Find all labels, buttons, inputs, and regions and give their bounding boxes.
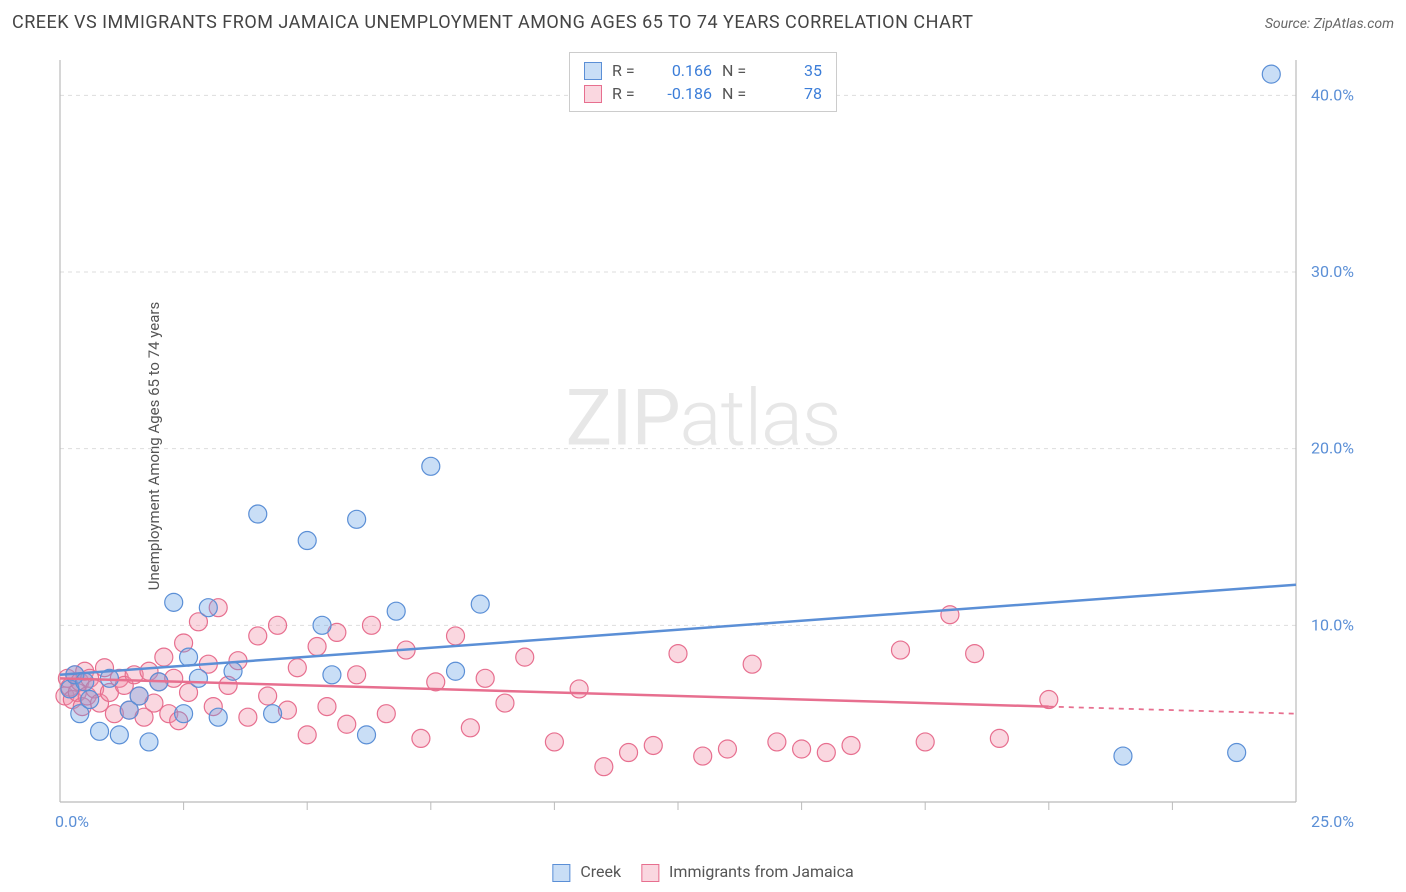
svg-text:25.0%: 25.0% [1311, 812, 1354, 831]
legend-label-jamaica: Immigrants from Jamaica [669, 862, 854, 881]
r-label: R = [612, 61, 642, 80]
scatter-plot-svg: 10.0% 20.0% 30.0% 40.0% 0.0% 25.0% [50, 50, 1366, 832]
n-label: N = [722, 61, 752, 80]
svg-text:40.0%: 40.0% [1311, 85, 1354, 104]
swatch-jamaica-icon [641, 864, 659, 882]
legend-label-creek: Creek [580, 862, 621, 881]
correlation-legend: R = 0.166 N = 35 R = -0.186 N = 78 [569, 52, 837, 112]
chart-title: CREEK VS IMMIGRANTS FROM JAMAICA UNEMPLO… [12, 12, 973, 33]
chart-header: CREEK VS IMMIGRANTS FROM JAMAICA UNEMPLO… [12, 12, 1394, 33]
r-label: R = [612, 84, 642, 103]
svg-text:0.0%: 0.0% [55, 812, 89, 831]
svg-text:10.0%: 10.0% [1311, 615, 1354, 634]
plot-area: 10.0% 20.0% 30.0% 40.0% 0.0% 25.0% [50, 50, 1366, 832]
svg-text:30.0%: 30.0% [1311, 262, 1354, 281]
legend-row-jamaica: R = -0.186 N = 78 [584, 82, 822, 105]
swatch-jamaica [584, 85, 602, 103]
legend-row-creek: R = 0.166 N = 35 [584, 59, 822, 82]
legend-item-creek: Creek [552, 862, 621, 882]
svg-text:20.0%: 20.0% [1311, 439, 1354, 458]
legend-item-jamaica: Immigrants from Jamaica [641, 862, 854, 882]
n-value-creek: 35 [762, 61, 822, 80]
swatch-creek-icon [552, 864, 570, 882]
series-legend: Creek Immigrants from Jamaica [552, 862, 853, 882]
n-label: N = [722, 84, 752, 103]
r-value-jamaica: -0.186 [652, 84, 712, 103]
r-value-creek: 0.166 [652, 61, 712, 80]
n-value-jamaica: 78 [762, 84, 822, 103]
swatch-creek [584, 62, 602, 80]
source-attribution: Source: ZipAtlas.com [1265, 16, 1394, 32]
